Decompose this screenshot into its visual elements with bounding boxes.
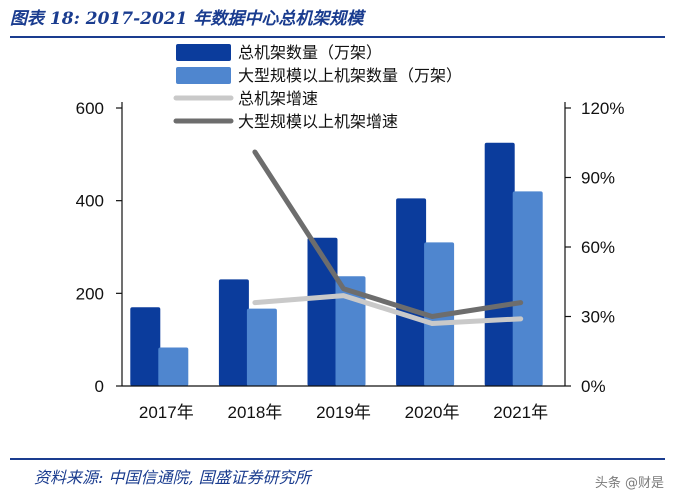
legend-label-2: 总机架增速 [238,89,318,108]
y-left-tick-label-0: 0 [95,377,104,396]
legend-label-1: 大型规模以上机架数量（万架） [238,66,462,85]
bar-total-1 [218,279,249,386]
y-right-tick-label-2: 60% [581,238,615,257]
bar-total-0 [130,307,161,386]
legend-swatch-1 [176,67,231,84]
point-total-growth-0 [253,301,257,305]
bar-total-3 [396,198,427,386]
bar-large-1 [246,308,277,386]
source-rule [10,458,665,460]
y-right-tick-label-1: 30% [581,308,615,327]
watermark: 头条 @财是 [594,476,664,491]
axes-layer: 0 200 400 600 0% 30% 60% 90% 120% 2017年 2018年 2019年… [76,99,625,422]
bar-total-2 [307,237,338,386]
point-large-growth-1 [342,287,345,291]
point-total-growth-3 [519,317,523,321]
source-note: 资料来源: 中国信通院, 国盛证券研究所 [34,468,311,487]
x-tick-label-0: 2017年 [139,403,194,422]
line-layer [252,149,524,326]
x-tick-label-3: 2020年 [405,403,460,422]
y-right-tick-label-0: 0% [581,377,606,396]
x-tick-label-2: 2019年 [316,403,371,422]
bar-total-4 [484,142,515,386]
title-rule [10,36,665,38]
legend-label-3: 大型规模以上机架增速 [238,112,398,131]
bar-large-4 [512,191,543,386]
y-right-tick-label-4: 120% [581,99,624,118]
point-large-growth-2 [430,315,434,318]
bar-large-0 [158,347,189,386]
point-total-growth-2 [430,321,434,325]
line-total-growth [252,293,524,326]
y-left-tick-label-2: 400 [76,192,104,211]
point-large-growth-0 [253,150,257,154]
x-tick-label-1: 2018年 [227,403,282,422]
bar-large-2 [335,276,366,386]
legend-label-0: 总机架数量（万架） [238,43,382,62]
chart-title: 图表 18: 2017-2021 年数据中心总机架规模 [10,9,364,29]
bar-layer [130,142,543,386]
point-large-growth-3 [519,301,523,305]
y-right-tick-label-3: 90% [581,169,615,188]
legend-swatch-0 [176,44,231,61]
y-left-tick-label-1: 200 [76,284,104,303]
line-large-growth [252,149,524,319]
point-total-growth-1 [342,294,345,298]
y-left-tick-label-3: 600 [76,99,104,118]
x-tick-label-4: 2021年 [493,403,548,422]
